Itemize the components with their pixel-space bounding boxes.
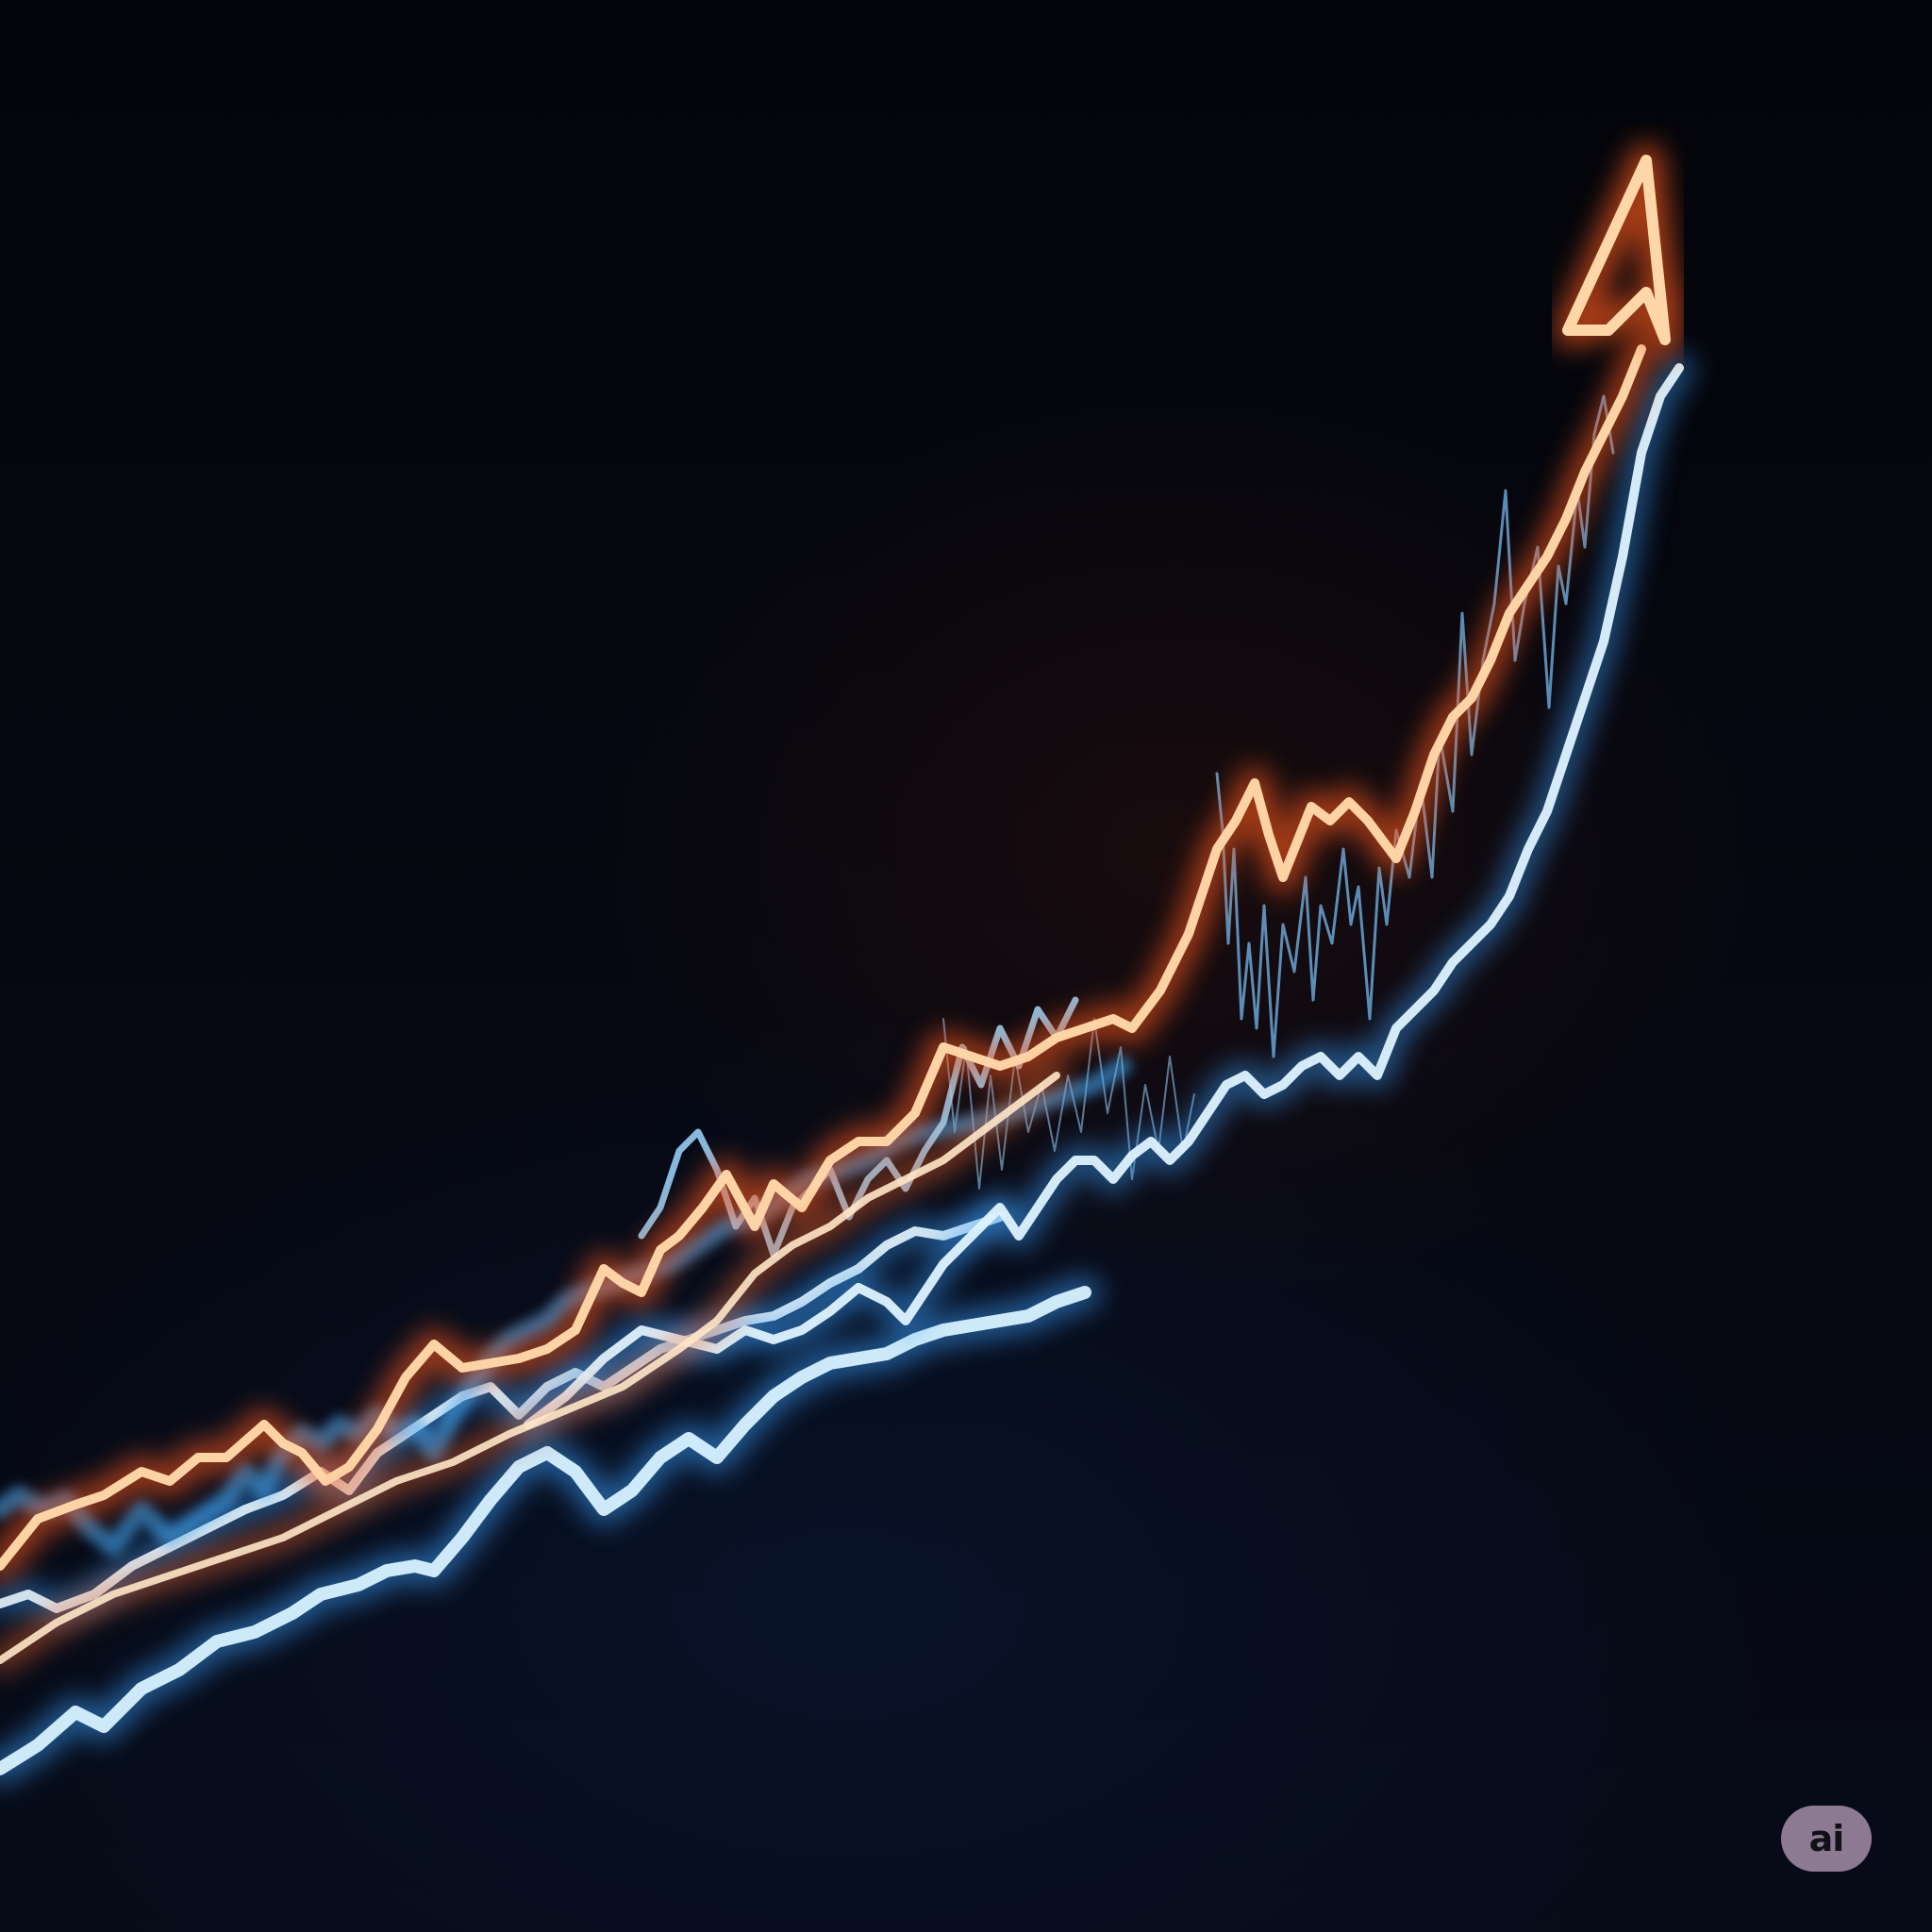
vertical-bars [442,433,1633,1932]
blue-rising-line-core [524,363,1684,1429]
blue-main-line-core [0,1286,1091,1775]
orange-line-core [0,344,1646,1571]
orange-smooth-line-core [0,1072,1060,1664]
blue-wave-line-core [0,1212,1005,1613]
upward-arrow-icon [1554,143,1682,357]
ai-badge-label: ai [1808,1818,1845,1859]
ai-badge: ai [1781,1806,1872,1872]
